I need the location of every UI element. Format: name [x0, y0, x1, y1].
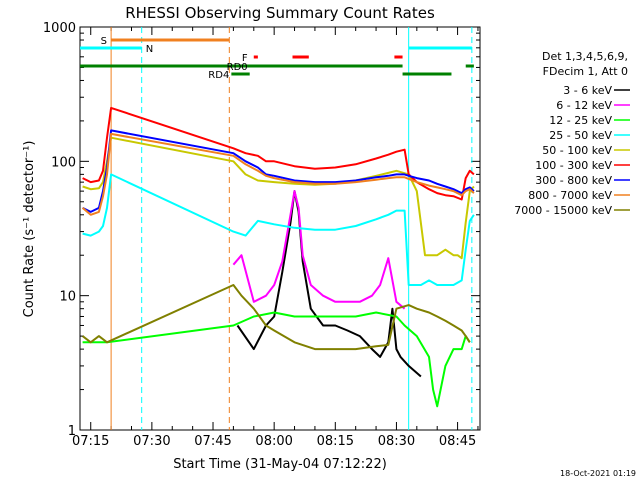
x-tick-label: 08:45 [439, 434, 476, 449]
series-line-800-7000-kev [81, 132, 475, 216]
legend-header-line-1: Det 1,3,4,5,6,9, [542, 50, 628, 63]
series-line-3-6-kev [236, 190, 422, 378]
x-axis-label: Start Time (31-May-04 07:12:22) [173, 457, 387, 472]
legend-header-line-2: FDecim 1, Att 0 [543, 65, 628, 78]
y-tick-label: 1000 [43, 21, 76, 36]
generation-timestamp: 18-Oct-2021 01:19 [560, 469, 636, 478]
plot-frame [79, 26, 481, 431]
x-tick-label: 07:45 [194, 434, 231, 449]
plot-area: 1 10 100 1000 07:15 07:30 07:45 08:00 08:15 08:30… [43, 21, 481, 449]
chart-title: RHESSI Observing Summary Count Rates [125, 4, 435, 22]
flag-label-rd0: RD0 [227, 62, 248, 73]
y-tick-label: 10 [59, 290, 76, 305]
series-line-6-12-kev [232, 190, 406, 310]
legend-label-7000-15000-kev: 7000 - 15000 keV [514, 204, 612, 217]
flag-label-f: F [242, 53, 248, 64]
x-tick-label: 07:30 [133, 434, 170, 449]
x-tick-label: 08:30 [378, 434, 415, 449]
flag-label-s: S [101, 36, 107, 47]
legend-label-12-25-kev: 12 - 25 keV [549, 114, 612, 127]
flag-label-n: N [146, 44, 153, 55]
series-line-7000-15000-kev [81, 284, 471, 351]
x-tick-label: 08:00 [255, 434, 292, 449]
legend-label-100-300-kev: 100 - 300 keV [535, 159, 612, 172]
x-tick-label: 07:15 [72, 434, 109, 449]
series-line-25-50-kev [82, 173, 475, 286]
legend-label-300-800-kev: 300 - 800 keV [535, 174, 612, 187]
flag-label-rd4: RD4 [208, 70, 229, 81]
y-axis-label: Count Rate (s⁻¹ detector⁻¹) [22, 141, 37, 318]
legend-label-25-50-kev: 25 - 50 keV [549, 129, 612, 142]
series-line-100-300-kev [82, 106, 475, 201]
legend-label-50-100-kev: 50 - 100 keV [542, 144, 612, 157]
legend-label-6-12-kev: 6 - 12 keV [556, 99, 612, 112]
x-tick-label: 08:15 [317, 434, 354, 449]
legend-label-3-6-kev: 3 - 6 keV [563, 84, 612, 97]
y-tick-label: 100 [51, 155, 76, 170]
legend-label-800-7000-kev: 800 - 7000 keV [528, 189, 612, 202]
series-line-12-25-kev [82, 311, 471, 408]
y-tick-label: 1 [68, 424, 76, 439]
legend: Det 1,3,4,5,6,9, FDecim 1, Att 0 3 - 6 k… [514, 50, 630, 217]
